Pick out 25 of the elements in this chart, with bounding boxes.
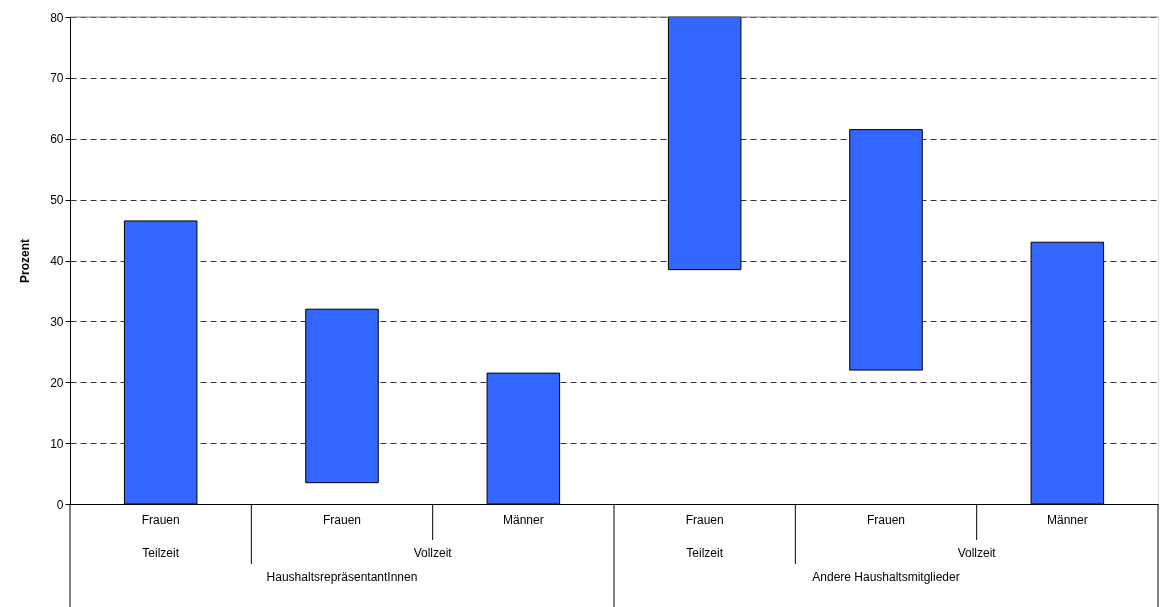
y-axis-title: Prozent <box>18 238 33 284</box>
y-tick-label: 10 <box>50 436 64 451</box>
y-tick-label: 30 <box>50 314 64 329</box>
y-tick-label: 70 <box>50 71 64 86</box>
text: Vollzeit <box>413 546 453 560</box>
text: HaushaltsrepräsentantInnen <box>266 570 418 584</box>
y-tick-label: 20 <box>50 375 64 390</box>
y-tick-label: 80 <box>50 10 64 25</box>
x-tick-label: Frauen <box>322 512 362 527</box>
text: Andere Haushaltsmitglieder <box>812 570 960 584</box>
y-tick-label: 50 <box>50 193 64 208</box>
y-tick-label: 0 <box>56 497 64 512</box>
x-tick-label: Frauen <box>141 512 180 527</box>
x-tick-label: Frauen <box>866 512 906 527</box>
text: Vollzeit <box>957 546 997 560</box>
bar <box>667 16 742 271</box>
text: Teilzeit <box>686 546 724 560</box>
y-tick-label: 60 <box>50 132 64 147</box>
x-tick-label: Männer <box>1046 512 1088 527</box>
bar <box>849 129 923 371</box>
x-tick-label: Frauen <box>685 512 724 527</box>
bar <box>305 308 379 484</box>
x-tick-label: Männer <box>502 512 544 527</box>
y-tick-label: 40 <box>50 254 64 268</box>
text: Teilzeit <box>142 546 180 560</box>
